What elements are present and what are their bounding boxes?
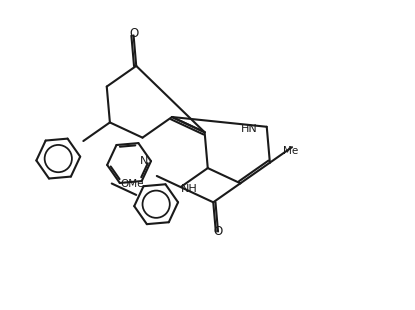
- Text: NH: NH: [181, 184, 198, 194]
- Text: HN: HN: [241, 124, 258, 134]
- Text: N: N: [139, 156, 148, 166]
- Text: O: O: [129, 27, 138, 40]
- Text: OMe: OMe: [121, 179, 144, 188]
- Text: O: O: [213, 225, 222, 238]
- Text: Me: Me: [283, 146, 299, 156]
